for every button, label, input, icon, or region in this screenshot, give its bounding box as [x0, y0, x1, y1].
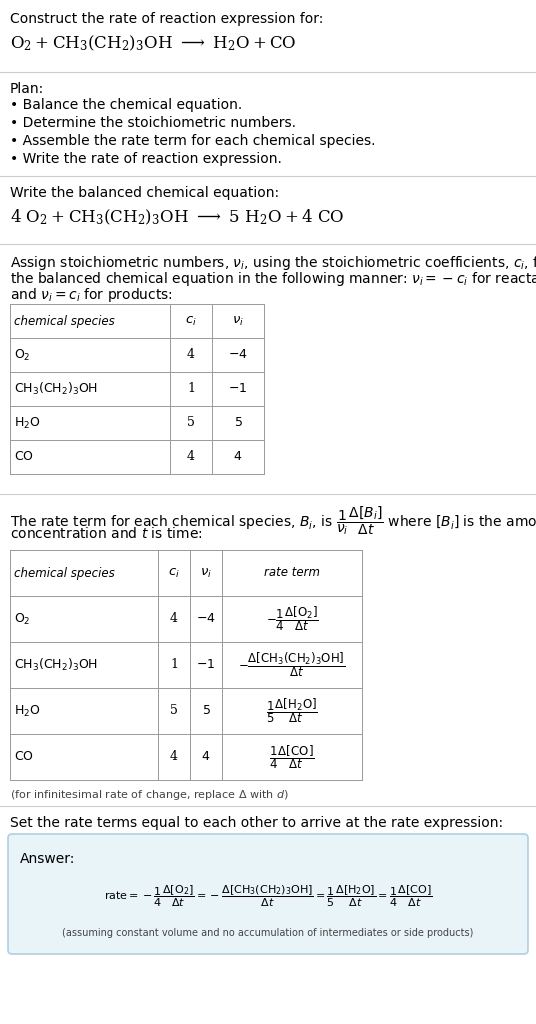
Text: $-\dfrac{1}{4}\dfrac{\Delta[\mathrm{O_2}]}{\Delta t}$: $-\dfrac{1}{4}\dfrac{\Delta[\mathrm{O_2}…	[265, 604, 318, 634]
Text: $-4$: $-4$	[228, 348, 248, 361]
Text: and $\nu_i = c_i$ for products:: and $\nu_i = c_i$ for products:	[10, 286, 173, 304]
Text: $\mathregular{O_2 + CH_3(CH_2)_3OH\ \longrightarrow\ H_2O + CO}$: $\mathregular{O_2 + CH_3(CH_2)_3OH\ \lon…	[10, 34, 296, 53]
Text: 4: 4	[170, 612, 178, 626]
Text: 1: 1	[187, 383, 195, 395]
Text: (assuming constant volume and no accumulation of intermediates or side products): (assuming constant volume and no accumul…	[62, 928, 474, 938]
Text: $\dfrac{1}{4}\dfrac{\Delta[\mathrm{CO}]}{\Delta t}$: $\dfrac{1}{4}\dfrac{\Delta[\mathrm{CO}]}…	[269, 743, 315, 771]
Text: Set the rate terms equal to each other to arrive at the rate expression:: Set the rate terms equal to each other t…	[10, 816, 503, 830]
Text: (for infinitesimal rate of change, replace Δ with $d$): (for infinitesimal rate of change, repla…	[10, 788, 289, 802]
Text: $\mathrm{CH_3(CH_2)_3OH}$: $\mathrm{CH_3(CH_2)_3OH}$	[14, 381, 98, 397]
Text: • Determine the stoichiometric numbers.: • Determine the stoichiometric numbers.	[10, 116, 296, 130]
Text: $\mathrm{O_2}$: $\mathrm{O_2}$	[14, 611, 31, 627]
Text: Answer:: Answer:	[20, 852, 76, 866]
Text: $5$: $5$	[234, 417, 242, 429]
Text: $4$: $4$	[202, 751, 211, 764]
Text: $\dfrac{1}{5}\dfrac{\Delta[\mathrm{H_2O}]}{\Delta t}$: $\dfrac{1}{5}\dfrac{\Delta[\mathrm{H_2O}…	[266, 696, 318, 725]
Text: $-1$: $-1$	[228, 383, 248, 395]
Text: Assign stoichiometric numbers, $\nu_i$, using the stoichiometric coefficients, $: Assign stoichiometric numbers, $\nu_i$, …	[10, 254, 536, 272]
Text: 4: 4	[187, 451, 195, 464]
Text: Plan:: Plan:	[10, 82, 44, 96]
Text: $c_i$: $c_i$	[185, 314, 197, 328]
Text: • Write the rate of reaction expression.: • Write the rate of reaction expression.	[10, 152, 282, 166]
Text: The rate term for each chemical species, $B_i$, is $\dfrac{1}{\nu_i}\dfrac{\Delt: The rate term for each chemical species,…	[10, 504, 536, 537]
Text: $\mathrm{CO}$: $\mathrm{CO}$	[14, 751, 34, 764]
Text: $-\dfrac{\Delta[\mathrm{CH_3(CH_2)_3OH}]}{\Delta t}$: $-\dfrac{\Delta[\mathrm{CH_3(CH_2)_3OH}]…	[238, 650, 346, 679]
Text: 4: 4	[187, 348, 195, 361]
Text: Write the balanced chemical equation:: Write the balanced chemical equation:	[10, 186, 279, 200]
Text: $c_i$: $c_i$	[168, 566, 180, 580]
Text: Construct the rate of reaction expression for:: Construct the rate of reaction expressio…	[10, 12, 323, 26]
Text: $\mathrm{H_2O}$: $\mathrm{H_2O}$	[14, 703, 41, 719]
Text: 1: 1	[170, 658, 178, 672]
FancyBboxPatch shape	[8, 834, 528, 954]
Text: $\nu_i$: $\nu_i$	[200, 566, 212, 580]
Text: $\mathrm{rate} = -\dfrac{1}{4}\dfrac{\Delta[\mathrm{O_2}]}{\Delta t} = -\dfrac{\: $\mathrm{rate} = -\dfrac{1}{4}\dfrac{\De…	[104, 884, 432, 908]
Text: the balanced chemical equation in the following manner: $\nu_i = -c_i$ for react: the balanced chemical equation in the fo…	[10, 270, 536, 288]
Text: $\mathrm{O_2}$: $\mathrm{O_2}$	[14, 347, 31, 362]
Text: $\mathrm{H_2O}$: $\mathrm{H_2O}$	[14, 416, 41, 430]
Text: • Balance the chemical equation.: • Balance the chemical equation.	[10, 98, 242, 112]
Text: • Assemble the rate term for each chemical species.: • Assemble the rate term for each chemic…	[10, 134, 376, 148]
Text: $-4$: $-4$	[196, 612, 216, 626]
Text: chemical species: chemical species	[14, 566, 115, 580]
Text: $-1$: $-1$	[196, 658, 215, 672]
Text: chemical species: chemical species	[14, 314, 115, 328]
Text: $\mathrm{CH_3(CH_2)_3OH}$: $\mathrm{CH_3(CH_2)_3OH}$	[14, 657, 98, 673]
Text: $\mathrm{CO}$: $\mathrm{CO}$	[14, 451, 34, 464]
Text: $4$: $4$	[233, 451, 243, 464]
Text: 5: 5	[170, 705, 178, 718]
Text: concentration and $t$ is time:: concentration and $t$ is time:	[10, 526, 203, 541]
Text: $\nu_i$: $\nu_i$	[232, 314, 244, 328]
Text: 4: 4	[170, 751, 178, 764]
Text: rate term: rate term	[264, 566, 320, 580]
Text: $\mathregular{4\ O_2 + CH_3(CH_2)_3OH\ \longrightarrow\ 5\ H_2O + 4\ CO}$: $\mathregular{4\ O_2 + CH_3(CH_2)_3OH\ \…	[10, 208, 345, 227]
Text: 5: 5	[187, 417, 195, 429]
Text: $5$: $5$	[202, 705, 211, 718]
